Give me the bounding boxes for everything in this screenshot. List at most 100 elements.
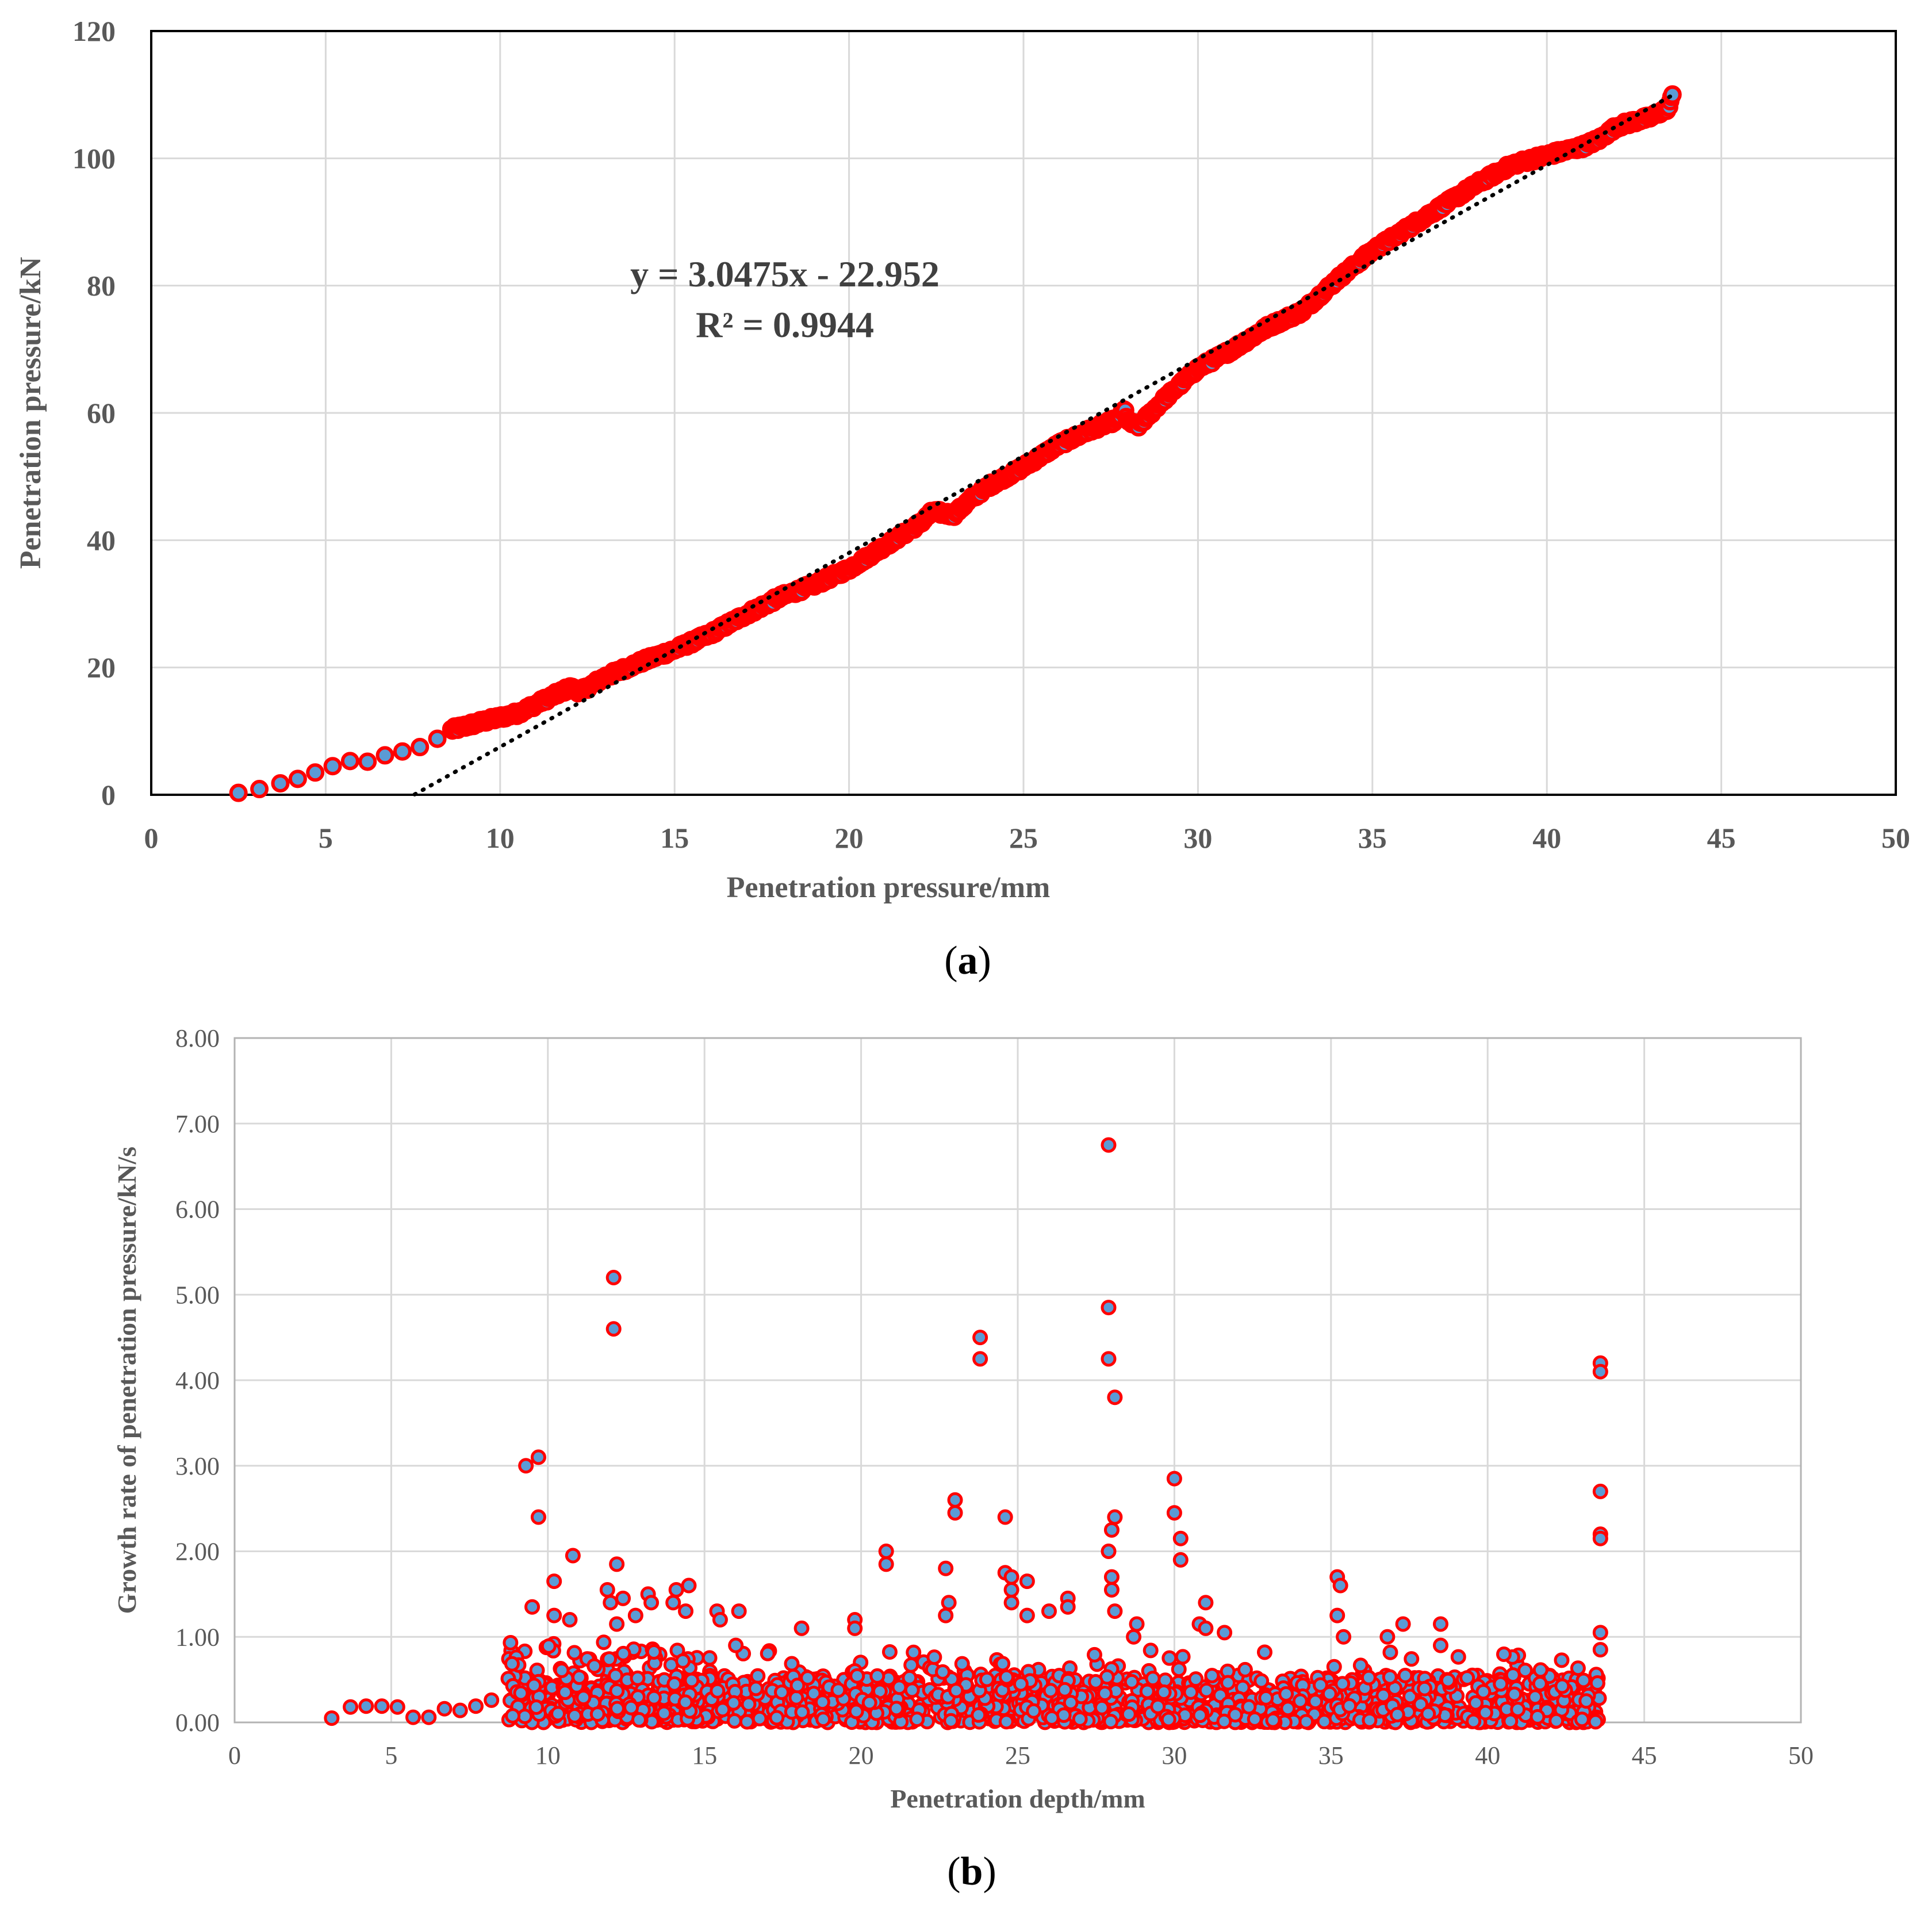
chart-b-point xyxy=(513,1685,529,1701)
chart-b-point xyxy=(1103,1569,1120,1585)
chart-b-point xyxy=(1326,1659,1342,1675)
chart-b-point xyxy=(1574,1711,1590,1728)
chart-b-point xyxy=(596,1634,612,1651)
chart-a-point xyxy=(323,757,342,776)
chart-b-point xyxy=(861,1695,877,1711)
chart-b-point xyxy=(484,1692,500,1708)
chart-b-point xyxy=(668,1581,684,1598)
chart-b-point xyxy=(1575,1672,1592,1688)
chart-b-point xyxy=(1026,1703,1042,1719)
chart-a-y-ticks: 0 20 40 60 80 100 120 xyxy=(72,15,116,811)
chart-b-point xyxy=(524,1599,540,1615)
chart-b-y-tick-label: 8.00 xyxy=(175,1024,220,1052)
chart-b-point xyxy=(1475,1684,1492,1700)
chart-b-point xyxy=(1198,1620,1214,1636)
chart-b-point xyxy=(1166,1505,1182,1521)
chart-b-point xyxy=(603,1595,619,1611)
chart-b-point xyxy=(830,1682,846,1698)
chart-b-point xyxy=(948,1683,964,1699)
chart-a-x-tick-label: 0 xyxy=(144,822,159,854)
chart-a-x-ticks: 0 5 10 15 20 25 30 35 40 45 50 xyxy=(144,822,1911,854)
chart-a-x-tick-label: 25 xyxy=(1009,822,1038,854)
chart-b-point xyxy=(550,1706,566,1722)
chart-b-point xyxy=(1588,1714,1604,1730)
chart-b-point xyxy=(760,1645,776,1661)
chart-b-point xyxy=(947,1505,963,1521)
chart-b-point xyxy=(881,1644,898,1660)
chart-b-point xyxy=(666,1676,683,1692)
chart-b-point xyxy=(343,1699,359,1715)
chart-b-point xyxy=(504,1656,520,1672)
chart-b-gridlines xyxy=(235,1038,1801,1722)
chart-b-point xyxy=(1527,1689,1543,1705)
chart-b-point xyxy=(627,1607,643,1623)
chart-b-x-tick-label: 25 xyxy=(1005,1741,1030,1770)
chart-b-point xyxy=(599,1581,615,1598)
chart-b-point xyxy=(452,1702,468,1718)
chart-b-point xyxy=(1013,1676,1029,1692)
chart-b-point xyxy=(938,1607,954,1623)
chart-b-point xyxy=(1265,1712,1281,1728)
chart-b-y-tick-label: 4.00 xyxy=(175,1366,220,1395)
chart-b-point xyxy=(712,1612,728,1628)
chart-b-point xyxy=(769,1710,785,1726)
chart-b-point xyxy=(615,1590,631,1606)
chart-b-point xyxy=(1057,1682,1073,1698)
chart-b-point xyxy=(752,1710,768,1726)
chart-b-point xyxy=(784,1656,800,1672)
chart-a-x-tick-label: 15 xyxy=(660,822,689,854)
chart-b-point xyxy=(631,1712,647,1728)
chart-b-point xyxy=(878,1544,894,1559)
chart-b-point xyxy=(1389,1706,1405,1722)
chart-b-point xyxy=(1360,1669,1377,1686)
chart-b-point xyxy=(1101,1351,1117,1367)
chart-b-point xyxy=(540,1638,557,1654)
chart-b-point xyxy=(1121,1706,1137,1722)
chart-b-point xyxy=(1517,1663,1534,1679)
chart-b-point xyxy=(675,1653,691,1669)
chart-b-point xyxy=(979,1671,995,1687)
chart-b-x-tick-label: 0 xyxy=(228,1741,241,1770)
chart-b-point xyxy=(750,1668,766,1684)
chart-a-point xyxy=(393,742,412,761)
chart-b-point xyxy=(1592,1364,1608,1380)
chart-b-y-tick-label: 3.00 xyxy=(175,1452,220,1480)
chart-b-point xyxy=(1156,1684,1172,1700)
chart-b-point xyxy=(1382,1669,1398,1685)
chart-a-point xyxy=(411,738,430,756)
chart-b-y-tick-label: 5.00 xyxy=(175,1281,220,1309)
chart-b-point xyxy=(972,1351,988,1367)
chart-b-point xyxy=(609,1556,625,1572)
chart-b-point xyxy=(1162,1650,1178,1666)
chart-b-point xyxy=(421,1709,437,1725)
chart-b-point xyxy=(609,1616,625,1632)
chart-b-point xyxy=(1397,1668,1413,1684)
chart-a-plot-frame xyxy=(150,30,1897,796)
chart-a: 0 5 10 15 20 25 30 35 40 45 50 0 20 40 60 80 100 120 y =… xyxy=(14,15,1910,983)
chart-b-point xyxy=(1506,1686,1523,1702)
chart-b-point xyxy=(1395,1616,1411,1632)
chart-b-point xyxy=(906,1644,922,1660)
chart-b-point xyxy=(1042,1683,1059,1699)
chart-b-point xyxy=(1554,1652,1570,1668)
chart-b-point xyxy=(943,1713,959,1729)
chart-b-point xyxy=(702,1650,718,1666)
chart-b-point xyxy=(1589,1675,1605,1691)
chart-b-point xyxy=(1101,1300,1117,1316)
chart-b-point xyxy=(530,1509,546,1525)
chart-b-x-axis-label: Penetration depth/mm xyxy=(890,1784,1145,1813)
chart-b-point xyxy=(1432,1637,1448,1653)
chart-a-y-tick-label: 20 xyxy=(87,652,116,684)
chart-b-point xyxy=(1171,1661,1187,1678)
chart-a-y-axis-label: Penetration pressure/kN xyxy=(14,257,47,569)
chart-b-point xyxy=(1420,1706,1436,1722)
chart-b-point xyxy=(726,1695,742,1711)
chart-b-point xyxy=(643,1595,660,1611)
chart-b-point xyxy=(1298,1714,1314,1730)
chart-a-point xyxy=(375,746,394,765)
chart-b-x-tick-label: 50 xyxy=(1788,1741,1814,1770)
chart-b-x-tick-label: 15 xyxy=(692,1741,717,1770)
chart-b-point xyxy=(1086,1646,1102,1663)
chart-b-point xyxy=(1312,1677,1328,1693)
chart-a-caption-letter: a xyxy=(958,939,978,983)
